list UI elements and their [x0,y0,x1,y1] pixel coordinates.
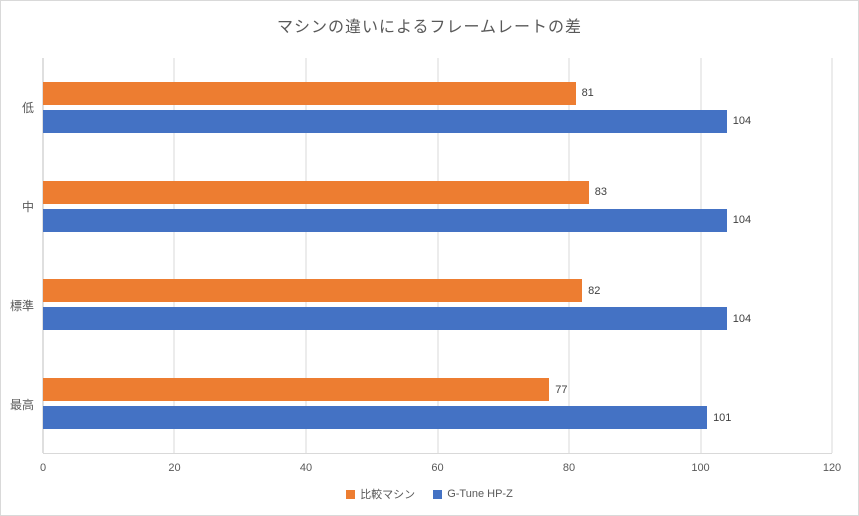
gridlines [42,58,833,453]
bar [43,180,589,204]
legend-label: 比較マシン [360,489,416,501]
bar-wrap: 101 [43,406,832,430]
bar-wrap: 104 [43,307,832,331]
value-label: 77 [555,383,568,396]
x-tick-label: 60 [431,462,444,474]
gridline [437,58,438,453]
value-label: 104 [732,115,752,128]
bar-wrap: 83 [43,180,832,204]
category-group: 82 104 [43,256,832,355]
value-label: 101 [713,411,732,424]
bar [43,81,576,105]
y-category-label: 低 [21,101,34,115]
bar [43,109,727,133]
legend: 比較マシン G-Tune HP-Z [1,486,858,502]
x-tick-label: 120 [822,462,842,474]
bar-wrap: 104 [43,208,832,232]
gridline [568,58,570,453]
value-label: 81 [581,87,594,100]
bar [43,406,708,430]
category-group: 77 101 [43,354,832,453]
y-axis-labels: 低中標準最高 [1,58,41,454]
value-label: 83 [594,186,607,199]
gridline [831,58,833,453]
bar [43,378,550,402]
y-category-label: 標準 [9,299,34,313]
x-tick-label: 80 [562,462,576,474]
bar [43,208,727,232]
value-label: 104 [732,312,752,325]
x-tick-label: 0 [39,462,47,474]
gridline [173,58,175,453]
bar-wrap: 82 [43,279,832,303]
gridline [305,58,307,453]
chart-title: マシンの違いによるフレームレートの差 [276,19,583,36]
bar-rows: 81 104 83 104 82 104 77 101 [43,58,832,453]
category-group: 83 104 [43,157,832,256]
bar-wrap: 77 [43,378,832,402]
bar-wrap: 104 [43,109,832,133]
y-category-label: 最高 [9,398,34,412]
value-label: 82 [588,284,601,297]
bar [43,279,583,303]
x-tick-label: 40 [299,462,313,474]
x-tick-label: 100 [691,462,710,474]
legend-item: G-Tune HP-Z [433,488,513,500]
plot-area: 81 104 83 104 82 104 77 101 [42,58,833,454]
legend-label: G-Tune HP-Z [447,488,513,500]
y-category-label: 中 [21,200,34,214]
value-label: 104 [732,214,752,227]
legend-swatch-icon [346,489,356,499]
bar [43,307,727,331]
x-axis-labels: 0 20 40 60 80 100 120 [39,462,841,476]
legend-swatch-icon [433,489,443,499]
x-tick-label: 20 [168,462,181,474]
bar-wrap: 81 [43,81,832,105]
gridline [700,58,701,453]
gridline [42,58,44,453]
category-group: 81 104 [43,58,832,157]
legend-item: 比較マシン [346,486,415,502]
